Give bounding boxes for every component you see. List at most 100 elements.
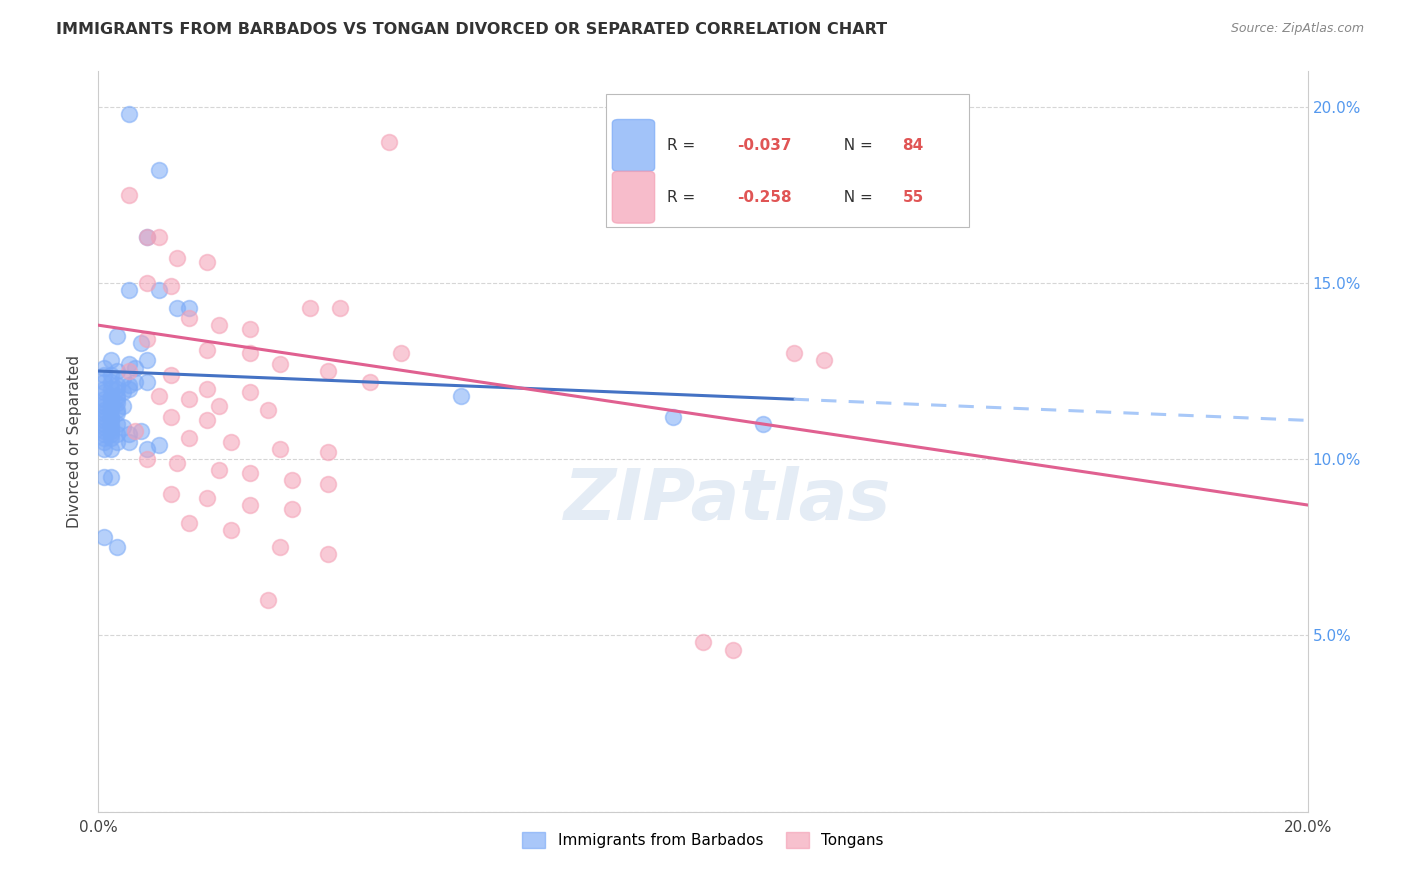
Point bbox=[221, 523, 243, 537]
Point bbox=[105, 382, 128, 396]
Text: Source: ZipAtlas.com: Source: ZipAtlas.com bbox=[1230, 22, 1364, 36]
Point bbox=[129, 335, 152, 350]
Point bbox=[111, 399, 134, 413]
Point bbox=[135, 452, 157, 467]
Point bbox=[93, 392, 115, 407]
Point bbox=[256, 402, 278, 417]
Point bbox=[100, 442, 122, 456]
Point bbox=[239, 498, 262, 512]
Text: 84: 84 bbox=[903, 138, 924, 153]
Point bbox=[239, 385, 262, 400]
Point bbox=[813, 353, 835, 368]
Point bbox=[100, 382, 122, 396]
Point bbox=[93, 399, 115, 413]
Point bbox=[93, 427, 115, 442]
Point bbox=[281, 473, 304, 487]
Point bbox=[692, 635, 714, 649]
Point bbox=[256, 593, 278, 607]
Point bbox=[179, 311, 201, 326]
Point bbox=[100, 427, 122, 442]
Point bbox=[124, 375, 146, 389]
Point bbox=[105, 417, 128, 431]
Point bbox=[93, 530, 115, 544]
FancyBboxPatch shape bbox=[613, 120, 655, 171]
Point bbox=[100, 375, 122, 389]
Point bbox=[160, 487, 183, 501]
Point bbox=[179, 431, 201, 445]
Point bbox=[239, 467, 262, 481]
Point bbox=[100, 392, 122, 407]
Text: R =: R = bbox=[666, 190, 700, 205]
Point bbox=[316, 476, 339, 491]
Text: -0.258: -0.258 bbox=[737, 190, 792, 205]
Point bbox=[105, 406, 128, 420]
Point bbox=[93, 470, 115, 484]
Point bbox=[93, 382, 115, 396]
Point bbox=[105, 389, 128, 403]
Point bbox=[195, 382, 218, 396]
Point bbox=[316, 547, 339, 561]
Point bbox=[195, 491, 218, 505]
Point bbox=[208, 399, 231, 413]
Point bbox=[111, 385, 134, 400]
Point bbox=[118, 378, 141, 392]
Point bbox=[195, 413, 218, 427]
Point bbox=[195, 343, 218, 357]
Text: N =: N = bbox=[834, 190, 877, 205]
Point bbox=[118, 364, 141, 378]
Point bbox=[105, 396, 128, 410]
Point bbox=[105, 364, 128, 378]
Point bbox=[135, 276, 157, 290]
Point bbox=[93, 417, 115, 431]
Point bbox=[100, 399, 122, 413]
Point bbox=[93, 396, 115, 410]
Point bbox=[179, 301, 201, 315]
Point bbox=[148, 438, 170, 452]
Point bbox=[124, 424, 146, 438]
Point bbox=[661, 409, 683, 424]
Point bbox=[118, 434, 141, 449]
Point bbox=[93, 385, 115, 400]
Point bbox=[166, 456, 188, 470]
Point bbox=[166, 251, 188, 265]
Point bbox=[93, 375, 115, 389]
Point bbox=[118, 106, 141, 120]
Point bbox=[93, 442, 115, 456]
Point bbox=[148, 230, 170, 244]
Point bbox=[100, 413, 122, 427]
Point bbox=[105, 541, 128, 555]
Point bbox=[93, 406, 115, 420]
Text: -0.037: -0.037 bbox=[737, 138, 792, 153]
Point bbox=[160, 279, 183, 293]
Point bbox=[208, 318, 231, 333]
Point bbox=[100, 396, 122, 410]
Point bbox=[105, 402, 128, 417]
Point bbox=[723, 642, 745, 657]
Point bbox=[135, 353, 157, 368]
Point bbox=[111, 420, 134, 434]
Point bbox=[100, 431, 122, 445]
Point bbox=[148, 163, 170, 178]
Point bbox=[329, 301, 352, 315]
Point bbox=[93, 413, 115, 427]
Point bbox=[124, 360, 146, 375]
Point bbox=[105, 328, 128, 343]
Point bbox=[269, 541, 291, 555]
Point bbox=[269, 442, 291, 456]
Point bbox=[135, 332, 157, 346]
Y-axis label: Divorced or Separated: Divorced or Separated bbox=[67, 355, 83, 528]
Point bbox=[281, 501, 304, 516]
Point bbox=[93, 420, 115, 434]
Point bbox=[166, 301, 188, 315]
Point bbox=[118, 357, 141, 371]
Point bbox=[105, 427, 128, 442]
Point bbox=[135, 442, 157, 456]
Point bbox=[316, 364, 339, 378]
Point bbox=[299, 301, 322, 315]
Point bbox=[118, 283, 141, 297]
Legend: Immigrants from Barbados, Tongans: Immigrants from Barbados, Tongans bbox=[515, 824, 891, 856]
Point bbox=[160, 409, 183, 424]
Point bbox=[783, 346, 806, 360]
Point bbox=[148, 283, 170, 297]
Point bbox=[100, 409, 122, 424]
